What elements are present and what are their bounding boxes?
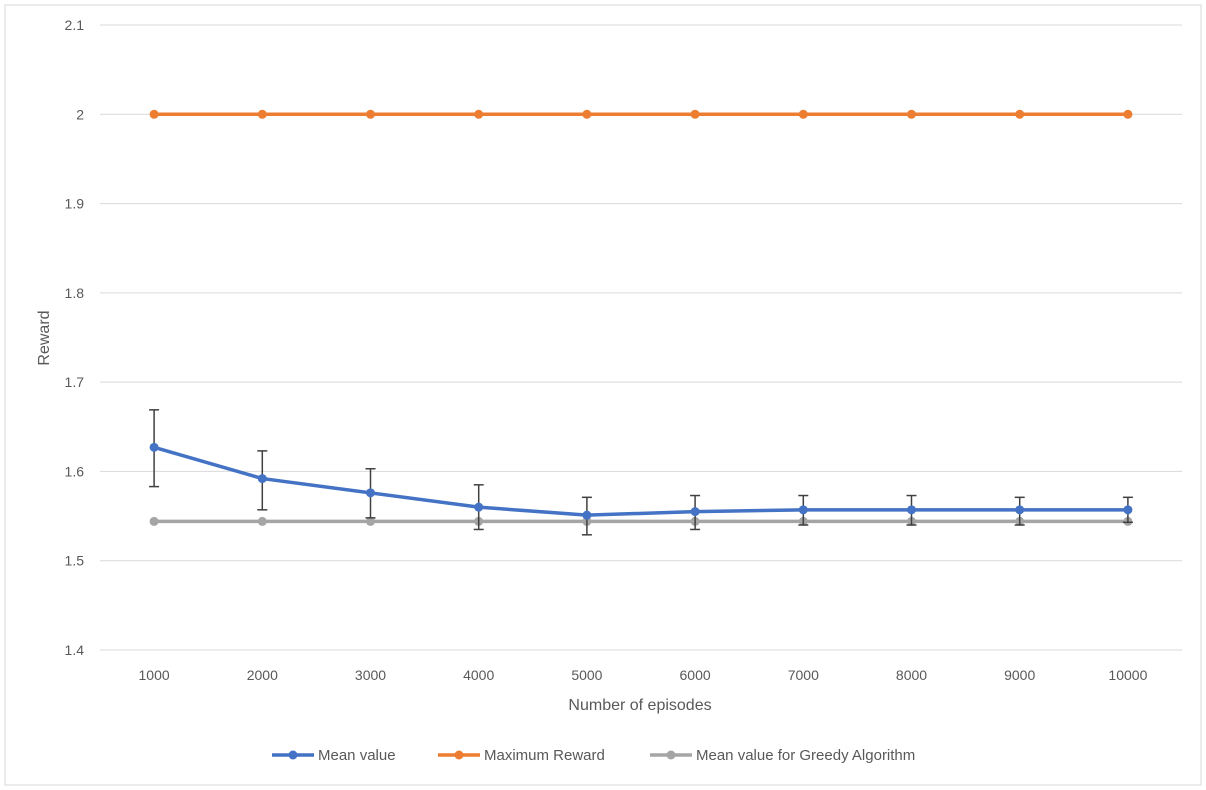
legend-swatch-marker	[454, 750, 464, 760]
x-tick-label: 8000	[896, 667, 927, 683]
data-point	[582, 109, 592, 119]
legend-swatch-marker	[666, 750, 676, 760]
x-tick-label: 10000	[1108, 667, 1147, 683]
x-tick-label: 4000	[463, 667, 494, 683]
data-point	[474, 109, 484, 119]
y-tick-label: 1.5	[65, 553, 85, 569]
x-tick-label: 7000	[788, 667, 819, 683]
data-point	[907, 505, 916, 515]
legend-entry: Mean value for Greedy Algorithm	[650, 747, 915, 764]
x-tick-label: 5000	[571, 667, 602, 683]
data-point	[690, 109, 700, 119]
y-tick-label: 1.7	[65, 374, 85, 390]
x-axis-ticks: 1000 2000 3000 4000 5000 6000 7000 8000 9000 1000…	[139, 667, 1148, 683]
x-tick-label: 6000	[680, 667, 711, 683]
data-point	[257, 474, 267, 484]
data-point	[149, 516, 159, 526]
series	[149, 109, 1133, 536]
y-tick-label: 1.8	[65, 285, 85, 301]
data-point	[690, 507, 700, 517]
series-1	[149, 109, 1133, 119]
data-point	[1015, 109, 1025, 119]
data-point	[1015, 505, 1025, 515]
legend-entry: Maximum Reward	[438, 747, 605, 764]
data-point	[366, 488, 375, 498]
x-axis-title: Number of episodes	[568, 697, 711, 714]
series-line	[153, 445, 1128, 517]
data-point	[798, 505, 808, 515]
data-point	[582, 510, 592, 520]
legend-label: Mean value	[318, 747, 396, 764]
y-axis-ticks: 1.4 1.5 1.6 1.7 1.8 1.9 2 2.1	[65, 17, 85, 658]
x-tick-label: 3000	[355, 667, 386, 683]
legend: Mean value Maximum Reward Mean value for G…	[272, 747, 915, 764]
data-point	[798, 109, 808, 119]
y-tick-label: 2.1	[65, 17, 85, 33]
x-tick-label: 1000	[139, 667, 170, 683]
data-point	[1123, 109, 1133, 119]
data-point	[1123, 505, 1133, 515]
y-tick-label: 1.9	[65, 196, 85, 212]
legend-label: Maximum Reward	[484, 747, 605, 764]
legend-swatch-marker	[288, 750, 298, 760]
y-tick-label: 2	[76, 106, 84, 122]
data-point	[366, 109, 375, 119]
series-0	[149, 409, 1133, 536]
legend-entry: Mean value	[272, 747, 396, 764]
data-point	[257, 109, 267, 119]
chart-frame	[4, 4, 1202, 786]
y-axis-title: Reward	[36, 310, 53, 365]
y-tick-label: 1.4	[65, 642, 85, 658]
data-point	[366, 516, 375, 526]
data-point	[149, 442, 159, 452]
data-point	[149, 109, 159, 119]
data-point	[907, 109, 916, 119]
data-point	[474, 502, 484, 512]
y-tick-label: 1.6	[65, 463, 85, 479]
legend-label: Mean value for Greedy Algorithm	[696, 747, 915, 764]
data-point	[257, 516, 267, 526]
x-tick-label: 9000	[1004, 667, 1035, 683]
x-tick-label: 2000	[247, 667, 278, 683]
